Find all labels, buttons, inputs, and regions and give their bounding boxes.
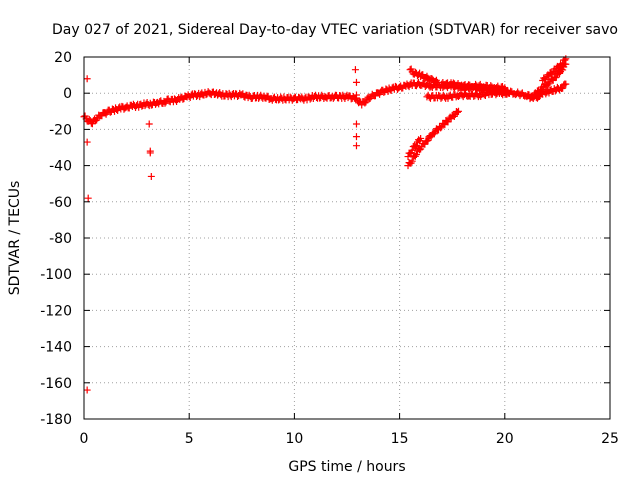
data-point (361, 99, 369, 107)
series-descending-branch-1 (404, 107, 463, 170)
grid-lines (84, 57, 610, 419)
x-tick-label: 20 (496, 431, 514, 447)
data-point (417, 134, 425, 142)
data-point (552, 73, 560, 81)
data-point (408, 157, 416, 165)
data-point (352, 91, 360, 99)
data-point (81, 112, 89, 120)
x-tick-label: 25 (601, 431, 619, 447)
data-point (146, 149, 154, 157)
data-point (352, 78, 360, 86)
x-tick-label: 15 (391, 431, 409, 447)
data-point (408, 146, 416, 154)
data-point (455, 107, 463, 115)
data-point (453, 108, 461, 116)
y-tick-label: -80 (49, 231, 72, 247)
data-point (83, 75, 91, 83)
data-point (84, 194, 92, 202)
data-point (352, 133, 360, 141)
y-tick-label: -40 (49, 159, 72, 175)
y-tick-label: -60 (49, 195, 72, 211)
data-point (501, 84, 509, 92)
data-point (147, 172, 155, 180)
data-point (487, 82, 495, 90)
data-point (145, 120, 153, 128)
y-tick-label: -20 (49, 122, 72, 138)
series-upper-arc (406, 65, 441, 87)
data-point (412, 141, 420, 149)
series-main-trace (80, 79, 542, 128)
data-point (423, 137, 431, 145)
y-tick-label: -160 (40, 376, 72, 392)
data-point (542, 90, 550, 98)
data-point (562, 80, 570, 88)
axis-ticks: 0 5 10 15 20 25 20 0 -20 -40 -60 -80 -100 -120 -140 -16… (40, 50, 619, 447)
data-point (437, 124, 445, 132)
y-tick-label: -100 (40, 267, 72, 283)
data-point (542, 75, 550, 83)
data-point (352, 120, 360, 128)
y-axis-label: SDTVAR / TECUs (7, 181, 23, 296)
data-point (362, 98, 370, 106)
data-point (529, 93, 537, 101)
data-point (412, 151, 420, 159)
data-point (551, 74, 559, 82)
x-tick-label: 10 (285, 431, 303, 447)
series-rising-branch-C (539, 55, 570, 85)
y-tick-label: 0 (63, 86, 72, 102)
data-point (83, 386, 91, 394)
series-rising-branch-B (532, 80, 570, 101)
data-point (561, 56, 569, 64)
data-point (407, 65, 415, 73)
y-tick-label: -180 (40, 412, 72, 428)
data-point (562, 55, 570, 63)
data-points (80, 55, 570, 394)
data-point (444, 118, 452, 126)
y-tick-label: 20 (54, 50, 72, 66)
data-point (505, 89, 513, 97)
data-point (504, 88, 512, 96)
data-point (351, 66, 359, 74)
data-point (500, 85, 508, 93)
data-point (551, 67, 559, 75)
data-point (559, 84, 567, 92)
data-point (424, 136, 432, 144)
chart-title: Day 027 of 2021, Sidereal Day-to-day VTE… (52, 22, 618, 38)
x-tick-label: 0 (80, 431, 89, 447)
x-tick-label: 5 (185, 431, 194, 447)
y-tick-label: -140 (40, 340, 72, 356)
data-point (352, 142, 360, 150)
series-outliers (83, 66, 360, 394)
x-axis-label: GPS time / hours (288, 459, 405, 475)
series-descending-branch-2 (404, 134, 425, 161)
y-tick-label: -120 (40, 303, 72, 319)
data-point (161, 99, 169, 107)
series-lower-plateau (423, 88, 513, 102)
data-point (83, 138, 91, 146)
series-middle-band (438, 79, 509, 93)
data-point (306, 95, 314, 103)
data-point (88, 120, 96, 128)
data-point (411, 143, 419, 151)
